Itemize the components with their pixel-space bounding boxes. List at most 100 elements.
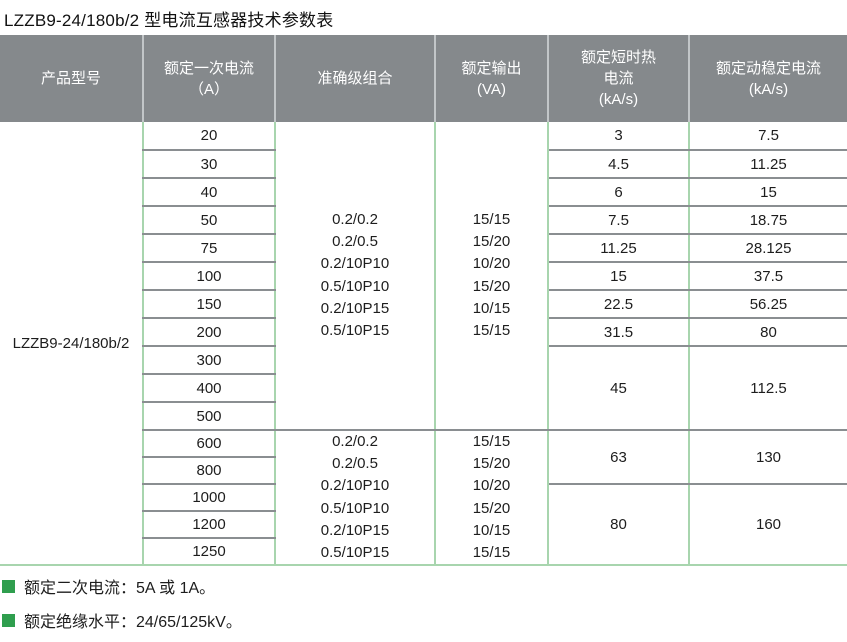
- accuracy-combo: 0.5/10P10: [320, 277, 390, 295]
- table-row: 200 31.5 80: [0, 318, 847, 347]
- table-row: 1000 80 160: [0, 484, 847, 566]
- header-accuracy-class: 准确级组合: [274, 35, 435, 122]
- cell-accuracy-combos-group2: 0.2/0.2 0.2/0.5 0.2/10P10 0.5/10P10 0.2/…: [275, 430, 436, 566]
- rated-output: 10/20: [472, 477, 511, 495]
- table-row: 40 6 15: [0, 178, 847, 207]
- header-rated-output-line2: (VA): [477, 80, 506, 98]
- header-thermal-line3: (kA/s): [598, 91, 639, 108]
- cell-thermal-current: 3: [547, 122, 690, 151]
- cell-accuracy-combos-group1: 0.2/0.2 0.2/0.5 0.2/10P10 0.5/10P10 0.2/…: [275, 122, 436, 431]
- accuracy-combo: 0.2/0.2: [332, 210, 378, 228]
- cell-primary-current: 1000: [142, 484, 276, 513]
- header-rated-output: 额定输出 (VA): [434, 35, 548, 122]
- cell-thermal-current: 11.25: [547, 234, 690, 263]
- table-row: 30 4.5 11.25: [0, 150, 847, 179]
- cell-dynamic-current: 18.75: [689, 206, 847, 235]
- note-insulation-level: 额定绝缘水平：24/65/125kV。: [2, 608, 242, 632]
- note-text: 额定绝缘水平：24/65/125kV。: [24, 614, 242, 631]
- cell-dynamic-current: 7.5: [689, 122, 847, 151]
- header-primary-current-line1: 额定一次电流: [163, 59, 254, 77]
- table-row: 600 0.2/0.2 0.2/0.5 0.2/10P10 0.5/10P10 …: [0, 430, 847, 566]
- cell-primary-current: 300: [142, 346, 276, 375]
- accuracy-combo: 0.2/10P10: [320, 255, 390, 273]
- table-row: 75 11.25 28.125: [0, 234, 847, 263]
- green-square-bullet-icon: [2, 613, 15, 627]
- cell-primary-current: 1250: [142, 538, 276, 566]
- cell-thermal-current: 22.5: [547, 290, 690, 319]
- note-secondary-current: 额定二次电流：5A 或 1A。: [2, 574, 242, 598]
- table-row: LZZB9-24/180b/2 20 0.2/0.2 0.2/0.5 0.2/1…: [0, 122, 847, 431]
- accuracy-combo: 0.2/10P10: [320, 477, 390, 495]
- header-thermal-line1: 额定短时热: [580, 49, 656, 66]
- table-row: 300 45 112.5: [0, 346, 847, 431]
- cell-thermal-current-merged: 63: [547, 430, 690, 485]
- table-row: 150 22.5 56.25: [0, 290, 847, 319]
- header-row: 产品型号 额定一次电流 （A） 准确级组合 额定输出 (VA) 额定短时热 电流…: [0, 35, 847, 122]
- accuracy-combo: 0.2/0.5: [332, 233, 378, 251]
- cell-dynamic-current: 11.25: [689, 150, 847, 179]
- rated-output: 15/15: [472, 433, 511, 450]
- cell-primary-current: 150: [142, 290, 276, 319]
- cell-dynamic-current: 28.125: [689, 234, 847, 263]
- cell-rated-outputs-group1: 15/15 15/20 10/20 15/20 10/15 15/15: [435, 122, 549, 431]
- accuracy-combo: 0.5/10P15: [320, 321, 390, 339]
- accuracy-combo: 0.2/10P15: [320, 521, 390, 539]
- cell-dynamic-current-merged: 112.5: [689, 346, 847, 431]
- cell-dynamic-current-merged: 130: [689, 430, 847, 485]
- rated-output: 15/20: [472, 233, 511, 251]
- accuracy-combo: 0.5/10P10: [320, 499, 390, 517]
- rated-output: 15/15: [472, 210, 511, 228]
- header-dynamic-line2: (kA/s): [748, 80, 789, 98]
- header-dynamic-current: 额定动稳定电流 (kA/s): [688, 35, 847, 122]
- cell-dynamic-current: 37.5: [689, 262, 847, 291]
- cell-product-model: LZZB9-24/180b/2: [12, 334, 130, 352]
- rated-output: 10/15: [472, 521, 511, 539]
- rated-output: 10/20: [472, 255, 511, 273]
- table-row: 500: [0, 402, 847, 431]
- header-primary-current: 额定一次电流 （A）: [142, 35, 275, 122]
- accuracy-combo: 0.2/0.5: [332, 455, 378, 473]
- rated-output: 10/15: [472, 299, 511, 317]
- rated-output: 15/15: [472, 321, 511, 339]
- header-thermal-current: 额定短时热 电流 (kA/s): [547, 35, 689, 122]
- spec-table: 产品型号 额定一次电流 （A） 准确级组合 额定输出 (VA) 额定短时热 电流…: [0, 35, 847, 567]
- page-title: LZZB9-24/180b/2 型电流互感器技术参数表: [4, 11, 334, 30]
- accuracy-combo: 0.2/10P15: [320, 299, 390, 317]
- header-thermal-line2: 电流: [603, 70, 634, 87]
- cell-primary-current: 75: [142, 234, 276, 263]
- cell-primary-current: 600: [142, 430, 276, 458]
- footnotes: 额定二次电流：5A 或 1A。 额定绝缘水平：24/65/125kV。: [2, 574, 242, 642]
- accuracy-combo: 0.5/10P15: [320, 544, 390, 562]
- cell-thermal-current-merged: 45: [547, 346, 690, 431]
- cell-primary-current: 30: [142, 150, 276, 179]
- header-product-model: 产品型号: [0, 35, 143, 122]
- cell-primary-current: 800: [142, 457, 276, 485]
- cell-rated-outputs-group2: 15/15 15/20 10/20 15/20 10/15 15/15: [435, 430, 549, 566]
- rated-output: 15/20: [472, 499, 511, 517]
- green-square-bullet-icon: [2, 579, 15, 593]
- header-dynamic-line1: 额定动稳定电流: [715, 59, 821, 77]
- table-row: 1200: [0, 511, 847, 540]
- table-row: 800: [0, 457, 847, 485]
- header-primary-current-line2: （A）: [188, 80, 229, 98]
- cell-primary-current: 100: [142, 262, 276, 291]
- rated-output: 15/20: [472, 455, 511, 473]
- cell-thermal-current: 31.5: [547, 318, 690, 347]
- rated-output: 15/15: [472, 544, 511, 562]
- note-text: 额定二次电流：5A 或 1A。: [24, 580, 216, 597]
- table-row: 1250: [0, 538, 847, 566]
- cell-primary-current: 500: [142, 402, 276, 431]
- cell-thermal-current: 4.5: [547, 150, 690, 179]
- cell-dynamic-current: 15: [689, 178, 847, 207]
- cell-dynamic-current: 56.25: [689, 290, 847, 319]
- accuracy-combo: 0.2/0.2: [332, 433, 378, 450]
- table-row: 50 7.5 18.75: [0, 206, 847, 235]
- cell-primary-current: 400: [142, 374, 276, 403]
- cell-primary-current: 200: [142, 318, 276, 347]
- rated-output: 15/20: [472, 277, 511, 295]
- cell-thermal-current: 7.5: [547, 206, 690, 235]
- header-rated-output-line1: 额定输出: [461, 59, 522, 77]
- cell-thermal-current: 15: [547, 262, 690, 291]
- table-row: 100 15 37.5: [0, 262, 847, 291]
- cell-primary-current: 20: [142, 122, 276, 151]
